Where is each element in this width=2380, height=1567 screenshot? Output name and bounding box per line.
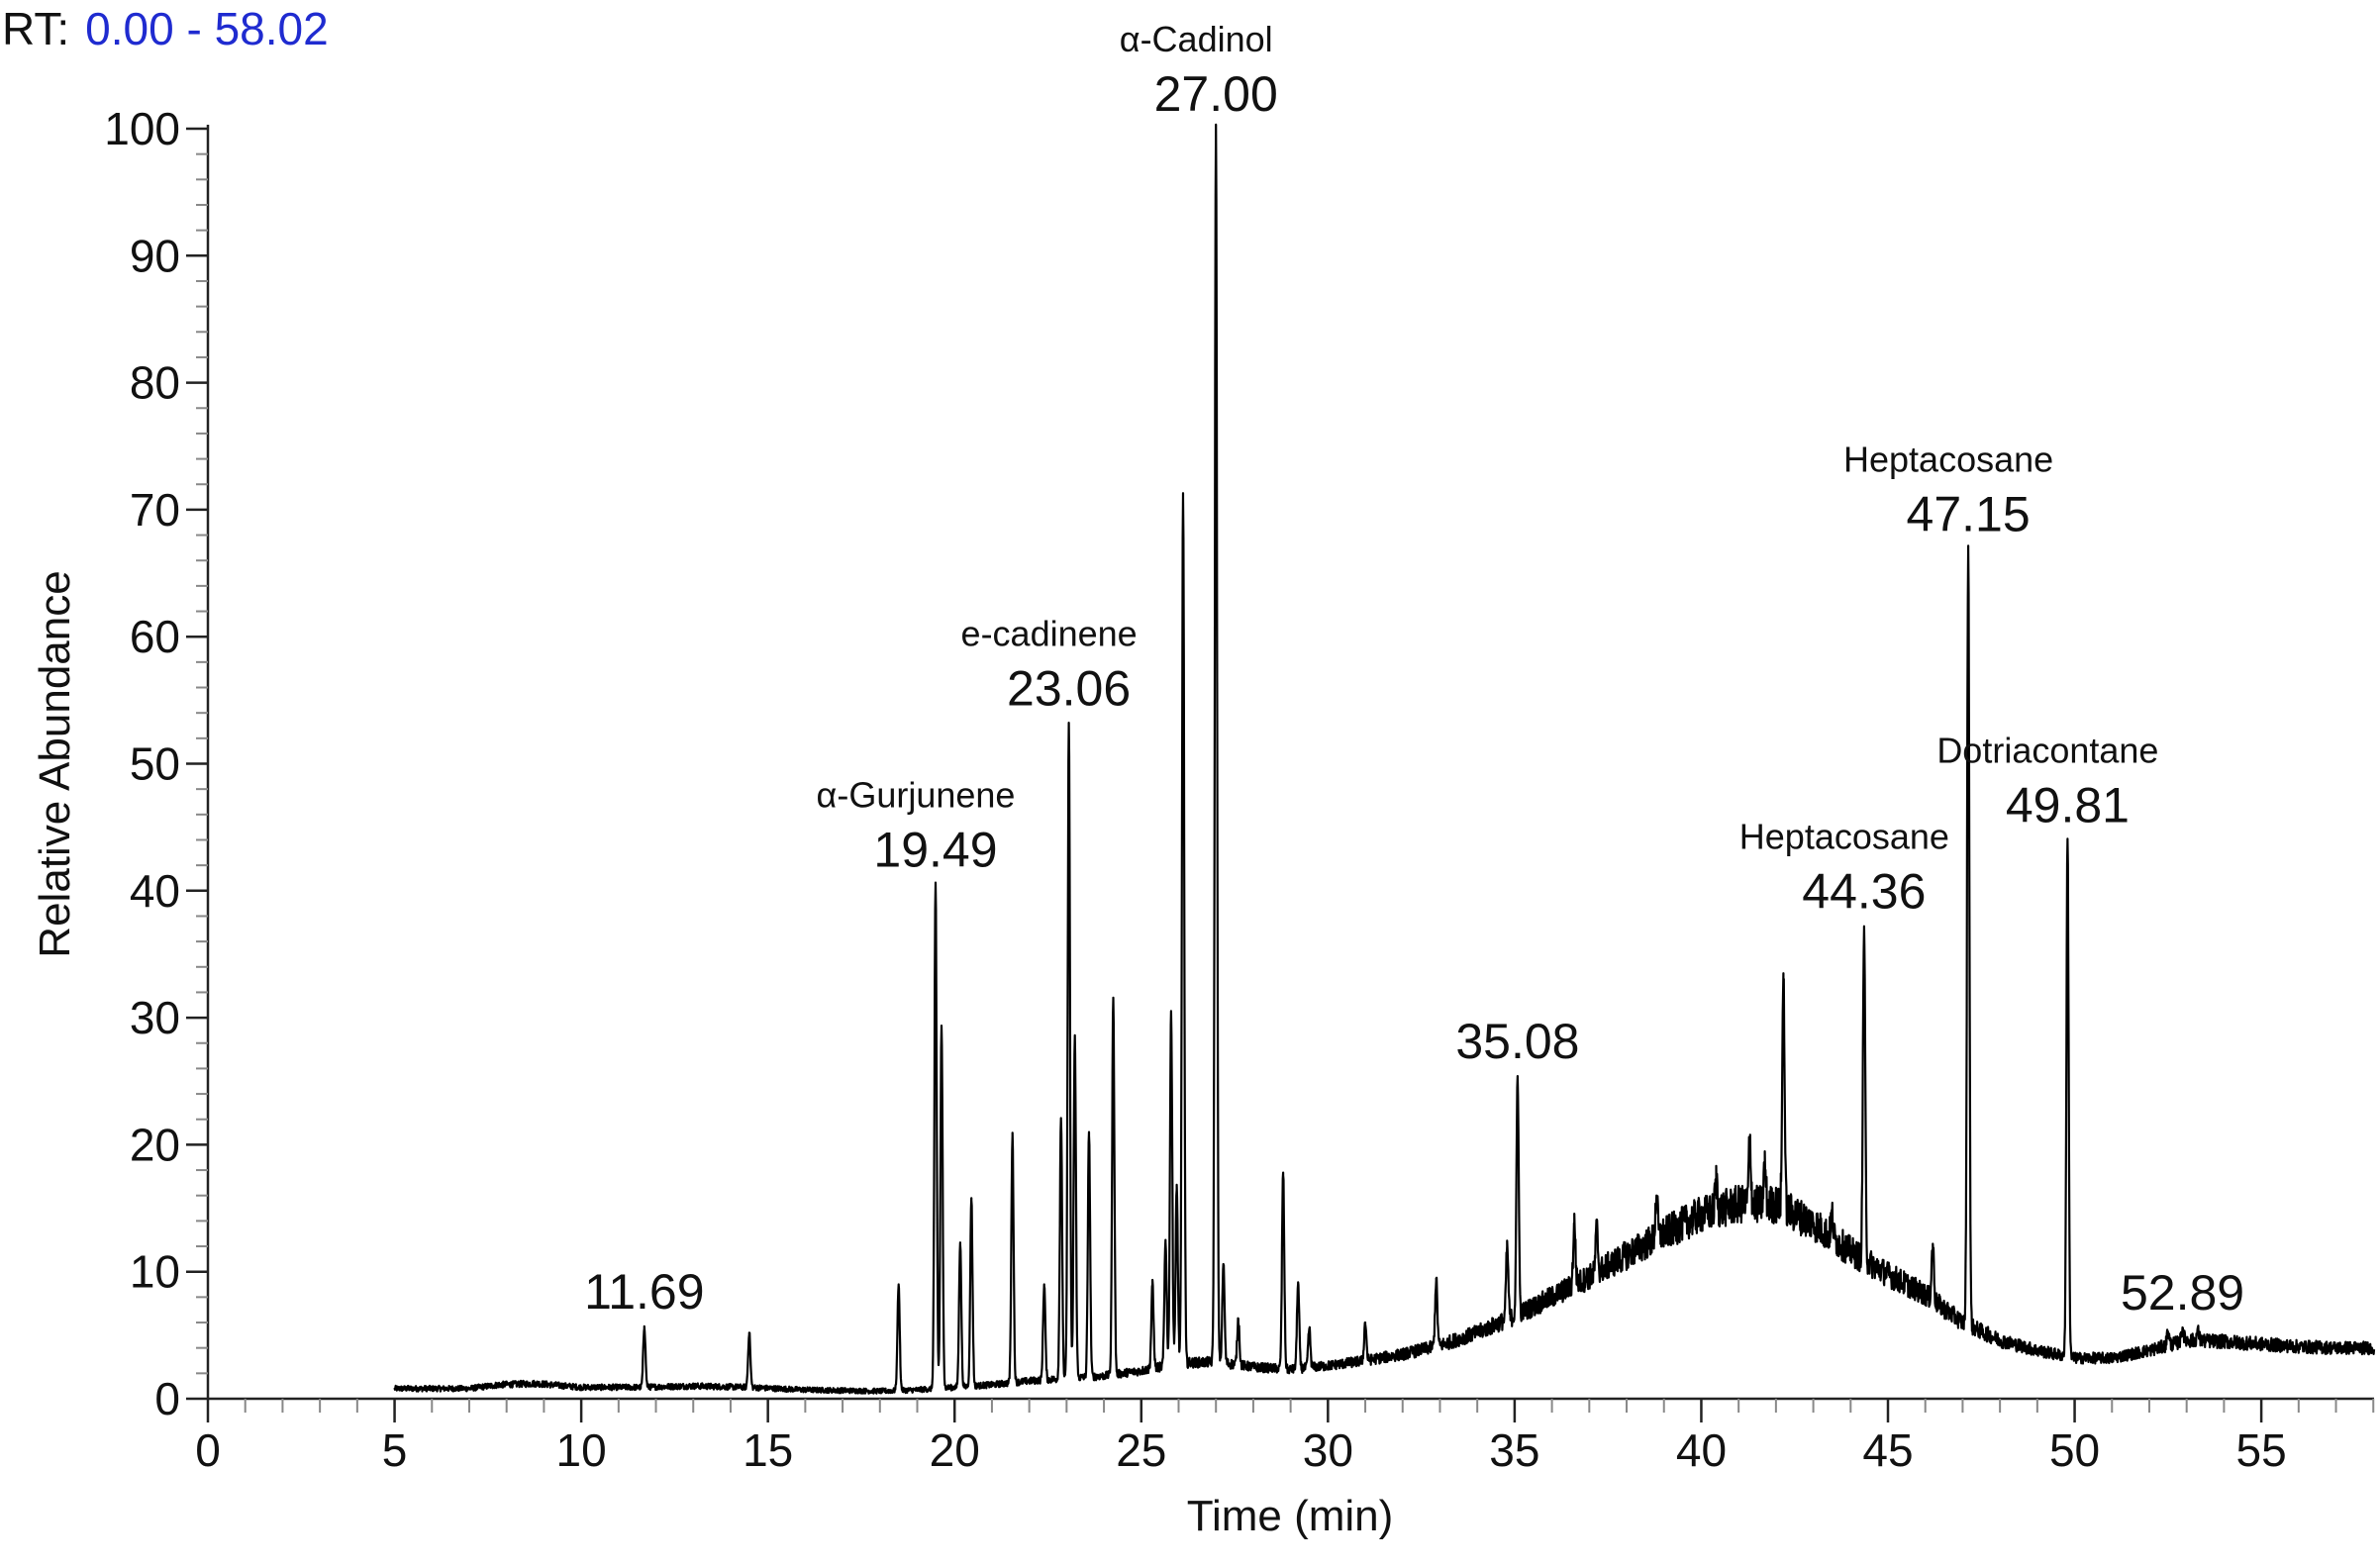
y-tick-label: 20 <box>130 1119 180 1170</box>
peak-rt-label: 52.89 <box>2121 1265 2244 1321</box>
y-tick-label: 30 <box>130 992 180 1043</box>
peak-rt-label: 47.15 <box>1907 487 2031 542</box>
x-tick-label: 35 <box>1489 1424 1539 1476</box>
peak-labels: 11.69 19.49 α-Gurjunene 23.06 e-cadinene 27.0… <box>584 19 2244 1321</box>
peak-rt-label: 23.06 <box>1007 660 1131 716</box>
peak-rt-label: 44.36 <box>1802 864 1926 920</box>
x-tick-label: 15 <box>743 1424 793 1476</box>
peak-compound-label: Dotriacontane <box>1936 730 2158 770</box>
x-tick-label: 40 <box>1676 1424 1727 1476</box>
y-tick-label: 0 <box>154 1373 180 1424</box>
y-tick-label: 70 <box>130 484 180 536</box>
peak-rt-label: 27.00 <box>1154 66 1278 122</box>
y-tick-label: 10 <box>130 1246 180 1298</box>
peak-compound-label: α-Gurjunene <box>817 774 1016 815</box>
y-tick-label: 40 <box>130 865 180 917</box>
y-tick-label: 90 <box>130 230 180 281</box>
x-tick-label: 5 <box>382 1424 408 1476</box>
peak-compound-label: Heptacosane <box>1843 440 2053 480</box>
y-tick-label: 50 <box>130 738 180 790</box>
chart-axes: 0 10 20 30 40 50 60 70 80 90 100 0 5 10 15 20 25 30 35 40 45… <box>104 103 2375 1476</box>
x-axis-title: Time (min) <box>1187 1492 1394 1540</box>
peak-rt-label: 49.81 <box>2006 777 2130 832</box>
peak-rt-label: 19.49 <box>873 822 997 877</box>
rt-label: RT: <box>2 3 70 54</box>
y-tick-label: 80 <box>130 357 180 409</box>
peak-compound-label: Heptacosane <box>1739 817 1949 857</box>
peak-compound-label: α-Cadinol <box>1120 19 1273 59</box>
x-tick-label: 45 <box>1862 1424 1913 1476</box>
y-axis-title: Relative Abundance <box>31 570 79 957</box>
y-tick-label: 60 <box>130 611 180 662</box>
x-tick-label: 20 <box>930 1424 980 1476</box>
x-tick-label: 30 <box>1303 1424 1353 1476</box>
rt-range-value: 0.00 - 58.02 <box>85 3 329 54</box>
x-tick-label: 50 <box>2049 1424 2100 1476</box>
chromatogram-trace <box>393 123 2376 1395</box>
x-tick-label: 25 <box>1116 1424 1166 1476</box>
peak-rt-label: 35.08 <box>1455 1014 1579 1069</box>
peak-rt-label: 11.69 <box>584 1264 704 1320</box>
y-tick-label: 100 <box>104 103 180 154</box>
x-tick-label: 0 <box>195 1424 221 1476</box>
x-tick-label: 10 <box>556 1424 607 1476</box>
x-tick-label: 55 <box>2236 1424 2287 1476</box>
rt-range-header: RT: 0.00 - 58.02 <box>2 2 329 55</box>
peak-compound-label: e-cadinene <box>961 613 1138 653</box>
